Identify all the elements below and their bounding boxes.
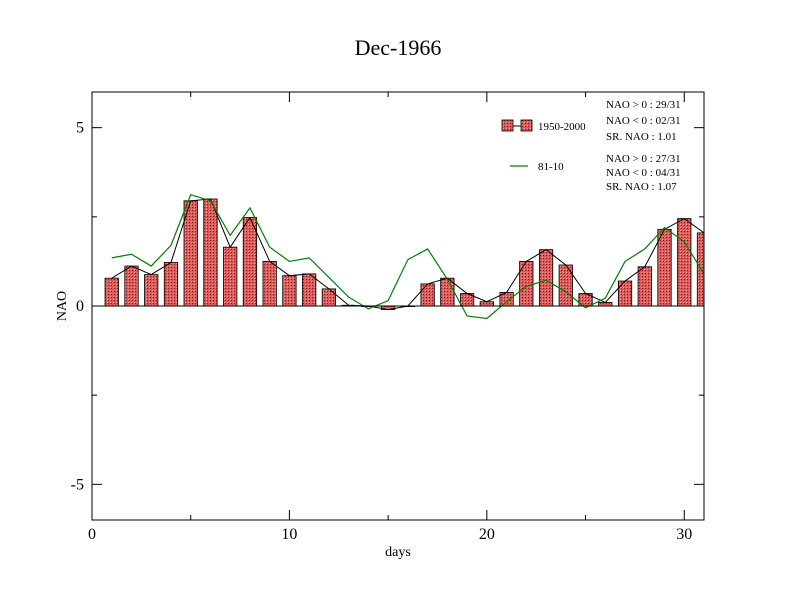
bar [538, 249, 554, 307]
bar [302, 273, 317, 307]
bar [637, 266, 652, 307]
bar [657, 228, 672, 307]
x-tick-label: 10 [281, 526, 297, 543]
legend-stat: NAO > 0 : 29/31 [606, 99, 681, 111]
legend-stat: NAO < 0 : 02/31 [606, 115, 681, 127]
legend-stat: SR. NAO : 1.07 [606, 181, 677, 193]
bar [479, 301, 494, 307]
bar [223, 246, 238, 307]
bar [262, 261, 277, 307]
legend-label: 1950-2000 [538, 121, 586, 133]
bar [104, 277, 119, 307]
series-line-1950-2000 [111, 198, 704, 311]
bar [321, 288, 337, 307]
bar [242, 217, 258, 307]
legend: 1950-2000 NAO > 0 : 29/31 NAO < 0 : 02/31 S… [501, 99, 681, 193]
x-tick-label: 0 [88, 526, 96, 543]
x-axis-label: days [385, 545, 411, 560]
series-line-81-10 [111, 193, 704, 320]
legend-swatch-bar [501, 119, 514, 132]
legend-stat: SR. NAO : 1.01 [606, 131, 677, 143]
plot-area: 0 10 20 30 -5 0 5 [71, 91, 705, 543]
x-tick-label: 30 [676, 526, 692, 543]
y-tick-label: 5 [76, 120, 84, 137]
bar [677, 218, 692, 307]
bar [282, 275, 297, 307]
y-tick-label: 0 [76, 298, 84, 315]
bar [420, 283, 435, 307]
y-axis-label: NAO [55, 291, 70, 321]
bar [144, 274, 159, 307]
legend-label: 81-10 [538, 161, 564, 173]
y-tick-label: -5 [71, 476, 84, 493]
legend-stat: NAO < 0 : 04/31 [606, 167, 681, 179]
bar [617, 280, 633, 307]
chart-title: Dec-1966 [355, 35, 442, 60]
plot-clip-group [104, 193, 704, 320]
bar [163, 262, 179, 307]
bar [203, 198, 218, 307]
bar [124, 265, 139, 307]
legend-stat: NAO > 0 : 27/31 [606, 153, 681, 165]
legend-swatch-bar [520, 119, 533, 132]
x-tick-label: 20 [479, 526, 495, 543]
